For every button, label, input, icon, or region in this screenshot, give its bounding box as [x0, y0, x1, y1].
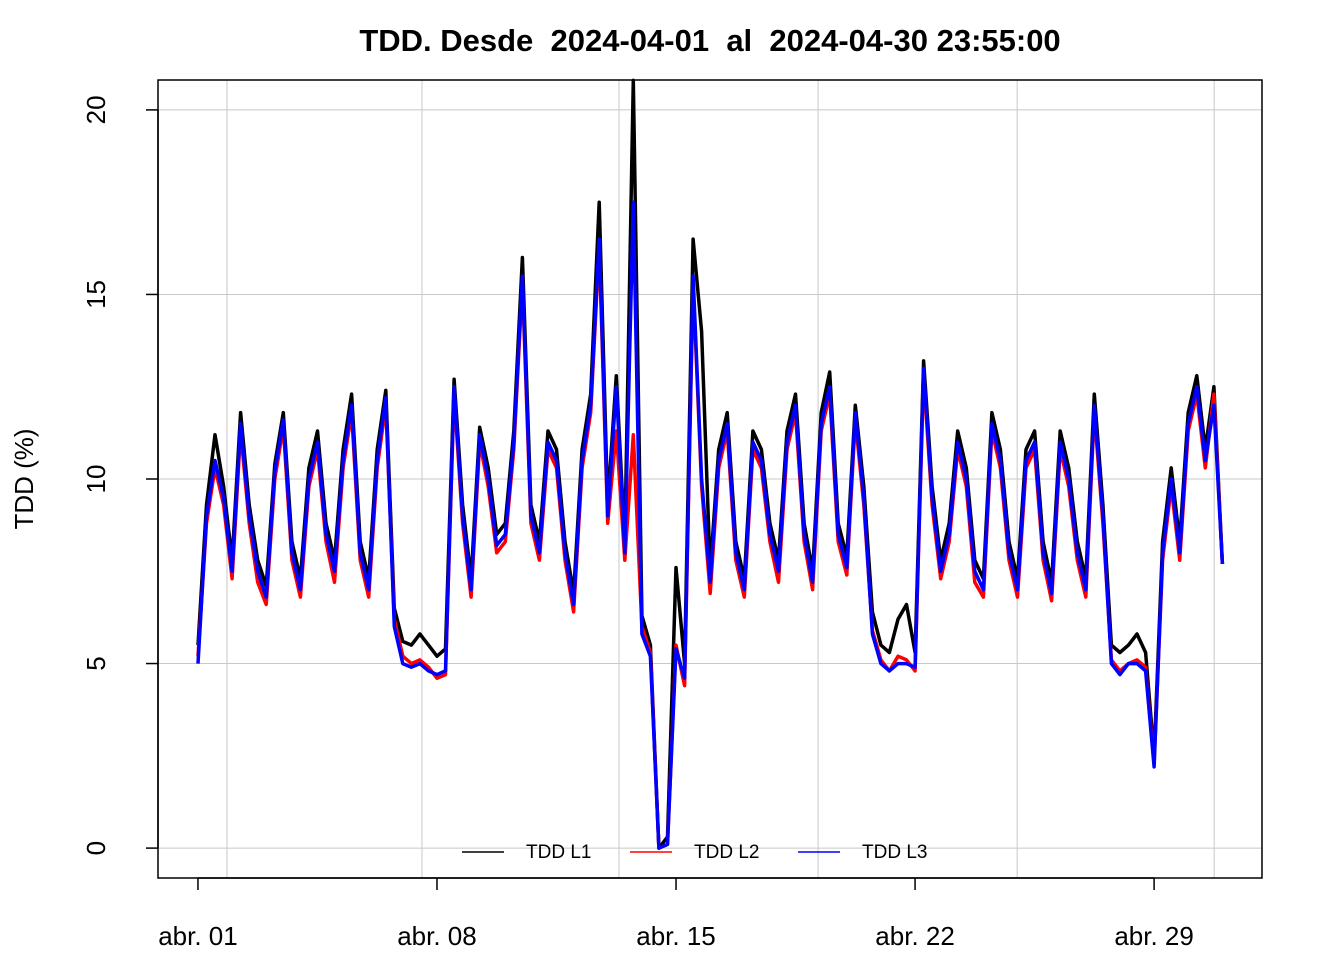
- x-tick-label: abr. 15: [636, 921, 716, 951]
- y-tick-label: 0: [81, 841, 111, 855]
- chart-title: TDD. Desde 2024-04-01 al 2024-04-30 23:5…: [359, 23, 1060, 58]
- series-line: [196, 78, 1225, 850]
- legend-label: TDD L2: [694, 842, 759, 863]
- legend-label: TDD L1: [526, 842, 591, 863]
- series-line: [196, 244, 1225, 850]
- y-tick-label: 15: [81, 280, 111, 309]
- series-line: [196, 200, 1225, 850]
- y-tick-label: 10: [81, 465, 111, 494]
- x-tick-label: abr. 08: [397, 921, 477, 951]
- y-tick-label: 20: [81, 95, 111, 124]
- plot-frame: [157, 79, 1263, 879]
- x-tick-label: abr. 22: [875, 921, 955, 951]
- x-tick-label: abr. 29: [1114, 921, 1194, 951]
- legend-label: TDD L3: [862, 842, 927, 863]
- y-axis-label: TDD (%): [9, 428, 39, 529]
- x-tick-label: abr. 01: [158, 921, 238, 951]
- y-tick-label: 5: [81, 656, 111, 670]
